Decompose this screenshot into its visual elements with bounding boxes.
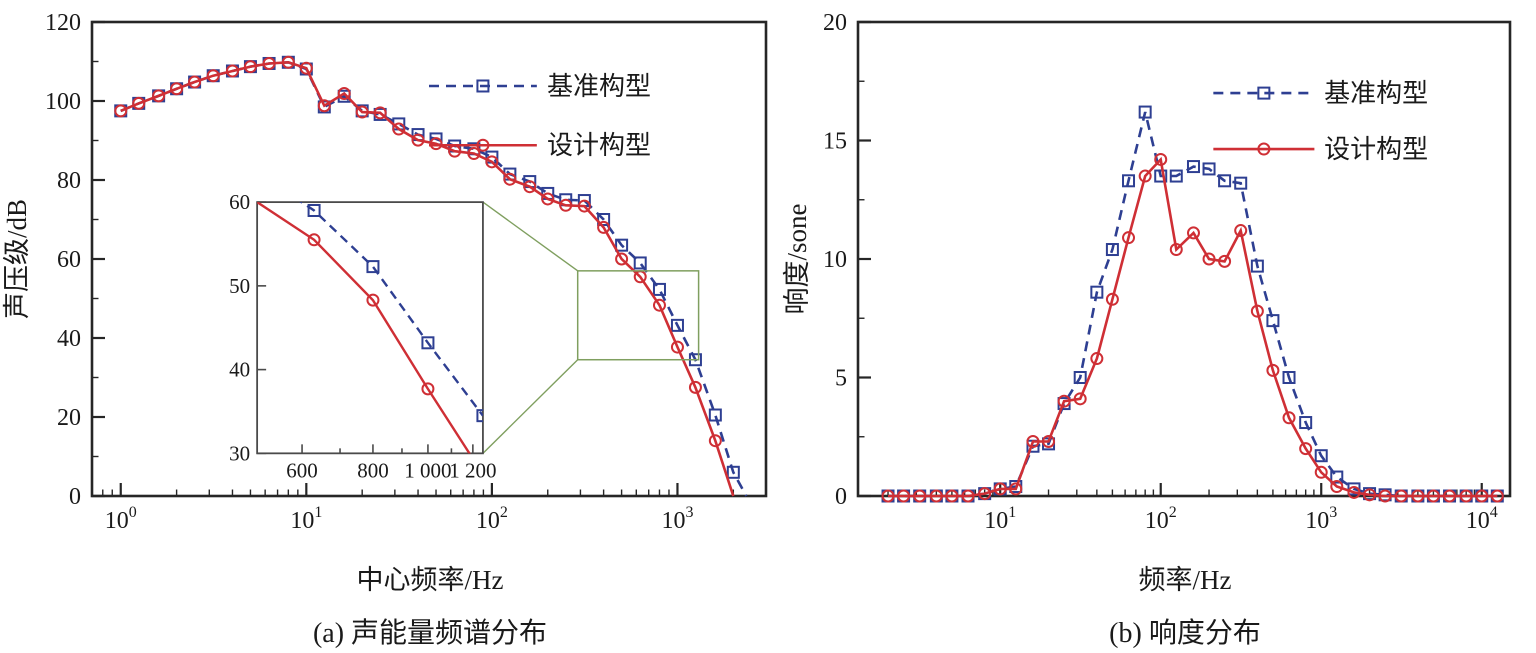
series-line	[120, 60, 735, 497]
x-tick-label: 102	[476, 504, 508, 534]
y-tick-label: 5	[835, 366, 847, 392]
series-line	[888, 156, 1498, 498]
y-tick-label: 100	[45, 89, 81, 115]
y-tick-label: 0	[835, 484, 847, 510]
inset-x-tick-label: 1 200	[449, 458, 496, 482]
x-axis-title-a: 中心频率/Hz	[356, 565, 504, 595]
y-axis-ticks: 0 20 40 60 80 100 120	[45, 10, 105, 510]
y-tick-label: 80	[57, 168, 81, 194]
inset-y-tick-label: 40	[229, 358, 250, 382]
y-tick-label: 0	[69, 484, 81, 510]
inset-y-tick-label: 50	[229, 274, 250, 298]
inset-y-tick-label: 30	[229, 441, 250, 465]
x-tick-label: 103	[1305, 504, 1337, 534]
y-tick-label: 120	[45, 10, 81, 36]
x-tick-label: 104	[1466, 504, 1498, 534]
y-tick-label: 15	[823, 129, 847, 155]
caption-a: (a) 声能量频谱分布	[312, 618, 548, 649]
panel-loudness-distribution: 响度/sone 101 102 103 104 0 5 10 15 20 基准构型设计构型 频率/…	[782, 6, 1534, 653]
inset-x-tick-label: 1 000	[404, 458, 451, 482]
series-baseline	[881, 105, 1504, 503]
x-tick-label: 101	[984, 504, 1016, 534]
y-tick-label: 20	[57, 405, 81, 431]
x-tick-label: 101	[290, 504, 322, 534]
legend-label: 基准构型	[547, 72, 651, 101]
y-tick-label: 20	[823, 10, 847, 36]
legend-label: 设计构型	[1324, 135, 1428, 164]
series-design	[881, 152, 1504, 503]
chart-sound-energy-spectrum: 声压级/dB 100 101 102 103 0 20 40 60 80 100 120 基准构型设计…	[2, 10, 768, 534]
x-axis-ticks: 100 101 102 103	[91, 483, 767, 534]
legend-label: 基准构型	[1324, 79, 1428, 108]
y-tick-label: 10	[823, 247, 847, 273]
y-axis-title-a: 声压级/dB	[2, 199, 32, 319]
inset-x-tick-label: 800	[357, 458, 389, 482]
x-tick-label: 103	[661, 504, 693, 534]
x-tick-label: 100	[105, 504, 137, 534]
series-line	[888, 111, 1498, 498]
y-axis-title-b: 响度/sone	[782, 203, 812, 314]
zoom-box	[576, 270, 700, 361]
inset-x-tick-label: 600	[286, 458, 318, 482]
zoom-region-links	[482, 201, 700, 454]
y-axis-ticks: 0 5 10 15 20	[823, 10, 871, 510]
x-axis-title-b: 频率/Hz	[1138, 565, 1232, 595]
x-tick-label: 102	[1145, 504, 1177, 534]
panel-sound-energy-spectrum: 声压级/dB 100 101 102 103 0 20 40 60 80 100 120 基准构型设计…	[0, 6, 782, 653]
caption-b: (b) 响度分布	[1109, 618, 1261, 649]
inset-y-tick-label: 60	[229, 190, 250, 214]
y-tick-label: 60	[57, 247, 81, 273]
y-tick-label: 40	[57, 326, 81, 352]
legend-label: 设计构型	[547, 131, 651, 160]
